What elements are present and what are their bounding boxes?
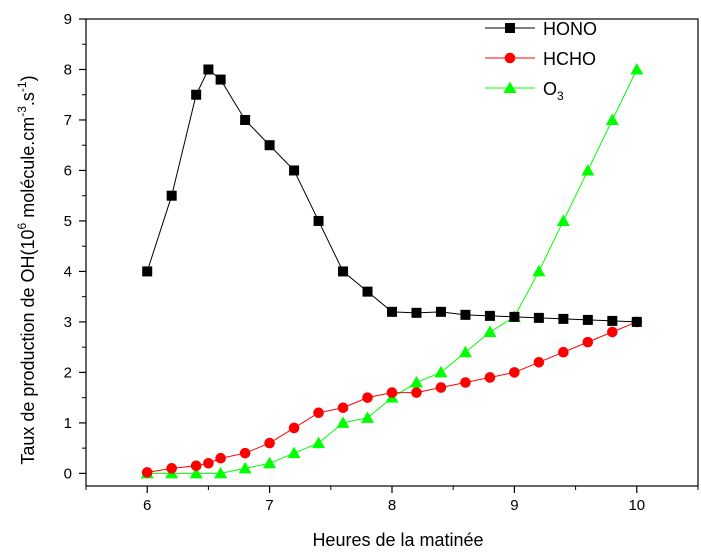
- data-point: [191, 89, 202, 100]
- data-point: [166, 190, 177, 201]
- y-tick-label: 3: [64, 314, 72, 331]
- x-tick-label: 9: [510, 497, 518, 514]
- data-point: [630, 62, 644, 75]
- data-point: [312, 436, 326, 449]
- data-point: [484, 372, 496, 383]
- data-point: [287, 446, 301, 459]
- data-point: [509, 311, 520, 322]
- y-tick-label: 1: [64, 415, 72, 432]
- data-point: [434, 365, 448, 378]
- x-tick-label: 10: [628, 497, 645, 514]
- data-point: [338, 266, 349, 277]
- x-tick-label: 8: [388, 497, 396, 514]
- data-point: [484, 310, 495, 321]
- series-square: [142, 64, 642, 327]
- data-point: [558, 346, 569, 358]
- data-point: [558, 313, 569, 324]
- data-point: [435, 382, 447, 393]
- y-tick-label: 7: [64, 112, 72, 129]
- data-point: [361, 411, 375, 423]
- data-point: [533, 357, 545, 368]
- data-point: [166, 463, 177, 474]
- data-point: [313, 407, 324, 419]
- y-tick-label: 9: [64, 11, 72, 28]
- y-axis-title: Taux de production de OH(106 molécule.cm…: [15, 75, 38, 464]
- data-point: [263, 456, 277, 469]
- data-point: [203, 64, 214, 75]
- y-tick-label: 8: [64, 61, 72, 78]
- data-point: [460, 309, 471, 320]
- y-tick-label: 0: [64, 465, 72, 482]
- data-point: [411, 387, 422, 398]
- data-point: [556, 214, 570, 226]
- data-point: [411, 307, 422, 318]
- data-point: [409, 376, 423, 388]
- y-tick-label: 2: [64, 364, 72, 381]
- data-point: [582, 314, 593, 325]
- legend-entry: O3: [485, 79, 564, 103]
- data-point: [631, 316, 642, 327]
- data-point: [435, 306, 446, 317]
- data-point: [605, 113, 619, 125]
- data-point: [238, 461, 252, 474]
- data-point: [458, 345, 472, 358]
- data-point: [581, 163, 595, 176]
- data-point: [362, 392, 373, 403]
- legend-marker: [503, 81, 517, 93]
- data-point: [141, 467, 153, 478]
- data-point: [190, 460, 202, 472]
- data-point: [337, 402, 349, 414]
- data-point: [240, 114, 251, 125]
- data-point: [215, 74, 226, 85]
- axes: 6 7 8 9 10 0 1 2 3 4 5 6 7 8 9: [64, 11, 699, 514]
- data-point: [336, 416, 350, 428]
- data-point: [264, 437, 275, 449]
- data-point: [214, 466, 228, 479]
- data-point: [264, 140, 275, 151]
- data-point: [607, 315, 618, 326]
- series-line: [147, 69, 638, 474]
- y-tick-label: 5: [64, 213, 72, 230]
- plot-frame: [85, 18, 699, 487]
- data-point: [142, 266, 153, 277]
- legend: HONO HCHO O3: [485, 19, 597, 103]
- data-point: [607, 326, 618, 338]
- legend-entry: HCHO: [485, 49, 596, 69]
- data-point: [189, 466, 203, 479]
- data-point: [203, 457, 214, 469]
- data-point: [582, 336, 594, 348]
- data-point: [509, 367, 520, 378]
- series-layer: [140, 62, 644, 479]
- x-tick-label: 7: [265, 497, 273, 514]
- series-line: [147, 321, 637, 473]
- x-tick-label: 6: [143, 497, 151, 514]
- data-point: [533, 312, 544, 323]
- series-circle: [141, 316, 643, 478]
- data-point: [386, 387, 398, 398]
- y-tick-label: 4: [64, 263, 72, 280]
- series-triangle: [140, 62, 644, 479]
- legend-label: O3: [543, 79, 564, 103]
- legend-entry: HONO: [485, 19, 597, 39]
- data-point: [313, 215, 324, 226]
- x-axis-title: Heures de la matinée: [312, 530, 483, 550]
- data-point: [239, 447, 251, 459]
- data-point: [387, 306, 397, 317]
- legend-marker: [505, 23, 515, 33]
- data-point: [215, 452, 226, 464]
- legend-label: HONO: [543, 19, 597, 39]
- data-point: [288, 422, 300, 434]
- series-line: [146, 68, 637, 323]
- data-point: [532, 264, 546, 277]
- data-point: [289, 165, 300, 176]
- legend-marker: [504, 52, 516, 64]
- y-tick-label: 6: [64, 162, 72, 179]
- legend-label: HCHO: [543, 49, 596, 69]
- data-point: [460, 377, 471, 388]
- data-point: [362, 286, 373, 297]
- data-point: [483, 325, 497, 338]
